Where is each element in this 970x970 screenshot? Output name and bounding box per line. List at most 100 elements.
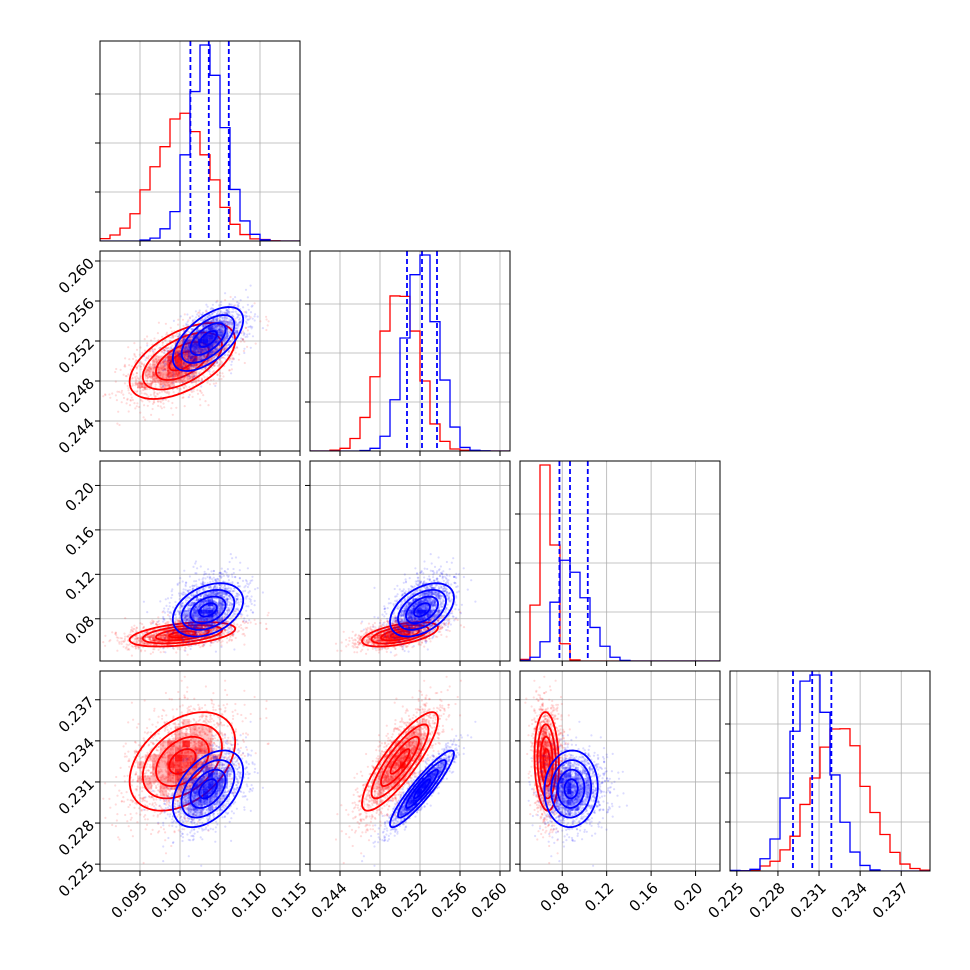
panel-frame-3-1 xyxy=(309,670,511,872)
contour-level xyxy=(389,630,411,639)
contour-level xyxy=(380,627,420,642)
contour-level xyxy=(168,350,197,372)
contours-series-1 xyxy=(543,749,599,829)
y-tick-label: 0.20 xyxy=(62,479,98,515)
grid-2-0 xyxy=(100,461,300,661)
x-tick-label: 0.231 xyxy=(787,879,830,922)
x-tick-label: 0.100 xyxy=(148,879,191,922)
x-tick-label: 0.105 xyxy=(188,879,231,922)
contour-level xyxy=(397,589,447,631)
panel-frame-3-3 xyxy=(729,670,931,872)
contour-level xyxy=(389,582,455,638)
contours-series-1 xyxy=(171,306,245,372)
contours-series-1 xyxy=(389,582,455,638)
panel-frame-0-0 xyxy=(99,40,301,242)
contour-level xyxy=(397,759,447,819)
histogram-panel-2 xyxy=(520,461,720,661)
contour-level xyxy=(389,748,411,775)
y-tick-label: 0.12 xyxy=(62,568,98,604)
panel-frame-3-0 xyxy=(99,670,301,872)
histogram-panel-3 xyxy=(730,671,930,871)
contour-level xyxy=(533,711,560,812)
contour-level xyxy=(361,711,439,812)
contour-level xyxy=(141,723,223,800)
contour-level xyxy=(198,602,218,618)
contour-level xyxy=(361,621,439,648)
x-tick-label: 0.115 xyxy=(268,879,311,922)
contour-level xyxy=(189,595,227,625)
x-tick-label: 0.16 xyxy=(626,879,662,915)
histogram-series-1 xyxy=(730,674,930,871)
y-tick-label: 0.225 xyxy=(55,857,98,900)
panel-frame-3-2 xyxy=(519,670,721,872)
contour-level xyxy=(198,330,218,348)
contour-level xyxy=(128,621,237,648)
contour-level xyxy=(155,735,210,788)
contour-level xyxy=(171,306,245,372)
panel-frame-2-0 xyxy=(99,460,301,662)
x-tick-label: 0.095 xyxy=(108,879,151,922)
scatter-panel-2-0 xyxy=(102,553,270,657)
contour-level xyxy=(180,759,236,819)
x-tick-label: 0.252 xyxy=(388,879,431,922)
contour-level xyxy=(413,602,431,618)
x-tick-label: 0.110 xyxy=(228,879,271,922)
contour-level xyxy=(370,723,430,800)
y-tick-label: 0.16 xyxy=(62,523,98,559)
contour-level xyxy=(189,322,227,356)
contours-series-0 xyxy=(361,711,439,812)
grid-3-2 xyxy=(520,671,720,871)
contour-level xyxy=(189,768,227,809)
grid-3-1 xyxy=(310,671,510,871)
histogram-series-0 xyxy=(520,464,720,661)
contour-level xyxy=(180,588,236,631)
contour-level xyxy=(168,748,197,775)
scatter-panel-3-2 xyxy=(524,675,629,867)
contour-level xyxy=(543,749,599,829)
contour-level xyxy=(542,748,551,775)
contour-level xyxy=(405,768,439,809)
x-tick-label: 0.08 xyxy=(537,879,573,915)
x-tick-label: 0.248 xyxy=(348,879,391,922)
contour-level xyxy=(128,322,237,400)
contour-level xyxy=(563,778,579,800)
y-tick-label: 0.228 xyxy=(55,816,98,859)
panel-frame-1-0 xyxy=(99,250,301,452)
x-tick-label: 0.20 xyxy=(670,879,706,915)
y-tick-label: 0.244 xyxy=(55,414,98,457)
x-tick-label: 0.244 xyxy=(308,879,351,922)
histogram-series-0 xyxy=(100,112,300,241)
grid-2-2 xyxy=(520,461,720,661)
y-tick-label: 0.252 xyxy=(55,334,98,377)
contour-level xyxy=(198,778,218,800)
histogram-panel-0 xyxy=(100,41,300,241)
scatter-panel-1-0 xyxy=(102,284,270,427)
scatter-points-series-1 xyxy=(142,720,264,867)
contour-level xyxy=(180,314,236,364)
histogram-series-1 xyxy=(100,44,300,241)
contour-level xyxy=(380,735,420,788)
histogram-series-1 xyxy=(520,559,720,661)
y-tick-label: 0.237 xyxy=(55,693,98,736)
contours-series-1 xyxy=(389,749,455,829)
contour-level xyxy=(539,735,554,787)
contours-series-1 xyxy=(171,749,245,828)
contour-level xyxy=(171,582,245,638)
scatter-panel-3-0 xyxy=(102,675,270,867)
x-tick-label: 0.12 xyxy=(581,879,617,915)
contour-level xyxy=(171,749,245,828)
contour-level xyxy=(141,624,223,645)
panel-frame-1-1 xyxy=(309,250,511,452)
contour-level xyxy=(413,778,431,800)
y-tick-label: 0.260 xyxy=(55,254,98,297)
x-tick-label: 0.228 xyxy=(746,879,789,922)
contour-level xyxy=(556,768,586,809)
y-tick-label: 0.234 xyxy=(55,734,98,777)
panel-frame-2-2 xyxy=(519,460,721,662)
x-tick-label: 0.237 xyxy=(869,879,912,922)
x-tick-label: 0.256 xyxy=(428,879,471,922)
contours-series-1 xyxy=(171,582,245,638)
y-tick-label: 0.231 xyxy=(55,775,98,818)
x-tick-label: 0.260 xyxy=(468,879,511,922)
